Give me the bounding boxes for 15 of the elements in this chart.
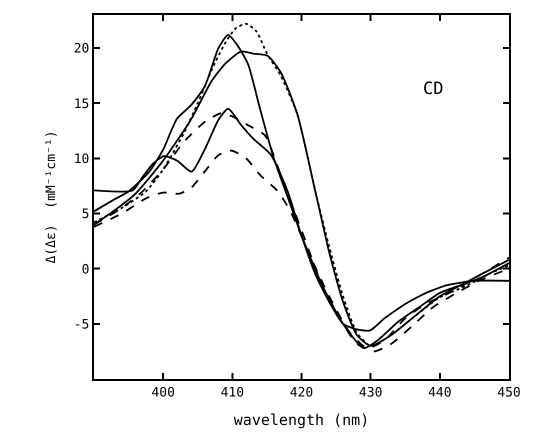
annotation: CD — [423, 79, 444, 99]
x-tick-label: 430 — [358, 386, 382, 401]
x-axis-title: wavelength (nm) — [234, 411, 370, 430]
y-tick-label: 10 — [74, 152, 90, 167]
y-tick-label: 5 — [82, 207, 90, 222]
x-tick-label: 410 — [220, 386, 244, 401]
x-tick-label: 420 — [290, 386, 314, 401]
y-tick-label: 20 — [74, 42, 90, 57]
y-axis-title: Δ(Δε) (mM⁻¹cm⁻¹) — [44, 130, 60, 264]
x-tick-label: 450 — [497, 386, 521, 401]
y-tick-label: 15 — [74, 96, 90, 112]
x-tick-label: 400 — [151, 386, 175, 401]
x-tick-label: 440 — [428, 386, 452, 401]
y-tick-label: 0 — [82, 262, 90, 278]
y-tick-label: -5 — [74, 317, 90, 332]
